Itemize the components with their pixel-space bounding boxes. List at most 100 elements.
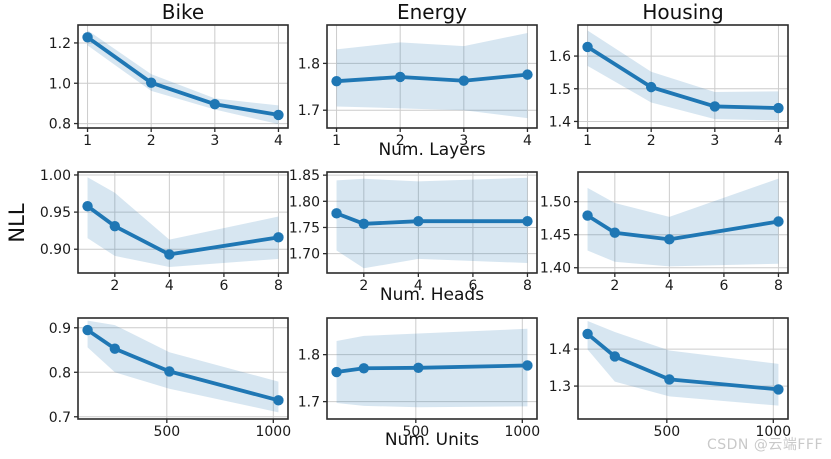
svg-text:1.40: 1.40 [540, 261, 571, 277]
axes-spines [326, 171, 538, 274]
svg-text:0.9: 0.9 [49, 321, 71, 337]
svg-text:4: 4 [774, 133, 783, 149]
subplot-energy-num-layers: 1 2 3 4 1.7 1.8 [298, 24, 538, 149]
series-line [85, 328, 281, 403]
svg-text:4: 4 [274, 133, 283, 149]
subplot-housing-num-units: 500 1000 1.3 1.4 [549, 317, 791, 440]
axes-spines [77, 24, 289, 129]
svg-text:0.8: 0.8 [49, 365, 71, 381]
watermark-text: CSDN @云端FFF [706, 437, 823, 453]
series-line [334, 211, 530, 226]
svg-text:2: 2 [110, 278, 119, 294]
svg-text:8: 8 [774, 278, 783, 294]
grid-lines [78, 172, 288, 273]
series-line [585, 332, 781, 392]
svg-text:4: 4 [414, 278, 423, 294]
confidence-band [587, 320, 779, 406]
tick-marks [74, 327, 274, 423]
subplot-bike-num-layers: 1 2 3 4 0.8 1.0 1.2 [49, 24, 289, 149]
subplot-bike-num-units: 500 1000 0.7 0.8 0.9 [49, 317, 291, 440]
svg-text:4: 4 [165, 278, 174, 294]
svg-text:6: 6 [468, 278, 477, 294]
svg-text:1000: 1000 [755, 424, 791, 440]
x-axis-label-num-heads: Num. Heads [379, 285, 485, 305]
svg-text:3: 3 [710, 133, 719, 149]
grid-lines [78, 25, 288, 128]
svg-text:1: 1 [583, 133, 592, 149]
tick-marks [74, 174, 280, 277]
tick-labels: 1 2 3 4 1.7 1.8 [298, 56, 532, 149]
x-axis-label-num-units: Num. Units [384, 430, 480, 450]
svg-text:1.4: 1.4 [549, 114, 571, 130]
tick-labels: 500 1000 1.3 1.4 [549, 342, 791, 440]
series-line [85, 204, 281, 257]
column-title-housing: Housing [642, 0, 724, 24]
svg-text:1.75: 1.75 [289, 220, 320, 236]
svg-text:1.7: 1.7 [298, 395, 320, 411]
svg-text:2: 2 [647, 133, 656, 149]
svg-text:1000: 1000 [255, 424, 291, 440]
svg-text:500: 500 [402, 424, 429, 440]
data-point-markers [331, 360, 533, 378]
svg-text:500: 500 [653, 424, 680, 440]
svg-text:4: 4 [665, 278, 674, 294]
svg-text:1.3: 1.3 [549, 379, 571, 395]
axes-spines [77, 171, 289, 274]
svg-text:4: 4 [523, 133, 532, 149]
tick-labels: 2 4 6 8 0.90 0.95 1.00 [40, 168, 283, 294]
svg-text:1.45: 1.45 [540, 228, 571, 244]
svg-text:0.90: 0.90 [40, 242, 71, 258]
series-line [334, 363, 530, 374]
subplot-housing-num-layers: 1 2 3 4 1.4 1.5 1.6 [549, 24, 789, 149]
svg-text:1: 1 [332, 133, 341, 149]
svg-text:3: 3 [210, 133, 219, 149]
tick-marks [323, 174, 529, 277]
series-line [585, 213, 781, 242]
data-point-markers [82, 200, 284, 260]
svg-text:2: 2 [610, 278, 619, 294]
tick-labels: 2 4 6 8 1.40 1.45 1.50 [540, 195, 783, 294]
data-point-markers [82, 32, 284, 121]
tick-labels: 2 4 6 8 1.70 1.75 1.80 1.85 [289, 168, 532, 294]
data-point-markers [582, 210, 784, 245]
data-point-markers [582, 41, 784, 114]
column-title-energy: Energy [396, 0, 468, 24]
tick-marks [74, 42, 280, 132]
confidence-band [587, 30, 779, 121]
subplot-energy-num-heads: 2 4 6 8 1.70 1.75 1.80 1.85 [289, 168, 538, 294]
svg-text:500: 500 [153, 424, 180, 440]
axes-spines [577, 317, 789, 420]
svg-text:1.00: 1.00 [40, 168, 71, 184]
tick-labels: 500 1000 0.7 0.8 0.9 [49, 321, 291, 440]
axes-spines [577, 171, 789, 274]
confidence-band [87, 30, 279, 125]
series-line [585, 45, 781, 110]
tick-labels: 1 2 3 4 0.8 1.0 1.2 [49, 36, 283, 149]
data-point-markers [82, 324, 284, 406]
confidence-band [87, 320, 279, 413]
svg-text:0.7: 0.7 [49, 410, 71, 426]
data-point-markers [331, 69, 533, 87]
x-axis-label-num-layers: Num. Layers [378, 140, 486, 160]
svg-text:8: 8 [523, 278, 532, 294]
svg-text:2: 2 [396, 133, 405, 149]
tick-labels: 500 1000 1.7 1.8 [298, 348, 540, 440]
svg-text:1.4: 1.4 [549, 342, 571, 358]
grid-lines [78, 318, 288, 419]
subplot-energy-num-units: 500 1000 1.7 1.8 [298, 317, 540, 440]
tick-labels: 1 2 3 4 1.4 1.5 1.6 [549, 49, 783, 149]
tick-marks [323, 353, 523, 423]
tick-marks [574, 348, 774, 423]
tick-marks [574, 201, 780, 277]
svg-text:1: 1 [83, 133, 92, 149]
svg-text:0.95: 0.95 [40, 205, 71, 221]
series-line [334, 72, 530, 84]
svg-text:1.8: 1.8 [298, 56, 320, 72]
svg-text:2: 2 [359, 278, 368, 294]
svg-text:6: 6 [719, 278, 728, 294]
subplot-bike-num-heads: 2 4 6 8 0.90 0.95 1.00 [40, 168, 289, 294]
svg-text:6: 6 [219, 278, 228, 294]
column-title-bike: Bike [161, 0, 205, 24]
svg-text:1.6: 1.6 [549, 49, 571, 65]
